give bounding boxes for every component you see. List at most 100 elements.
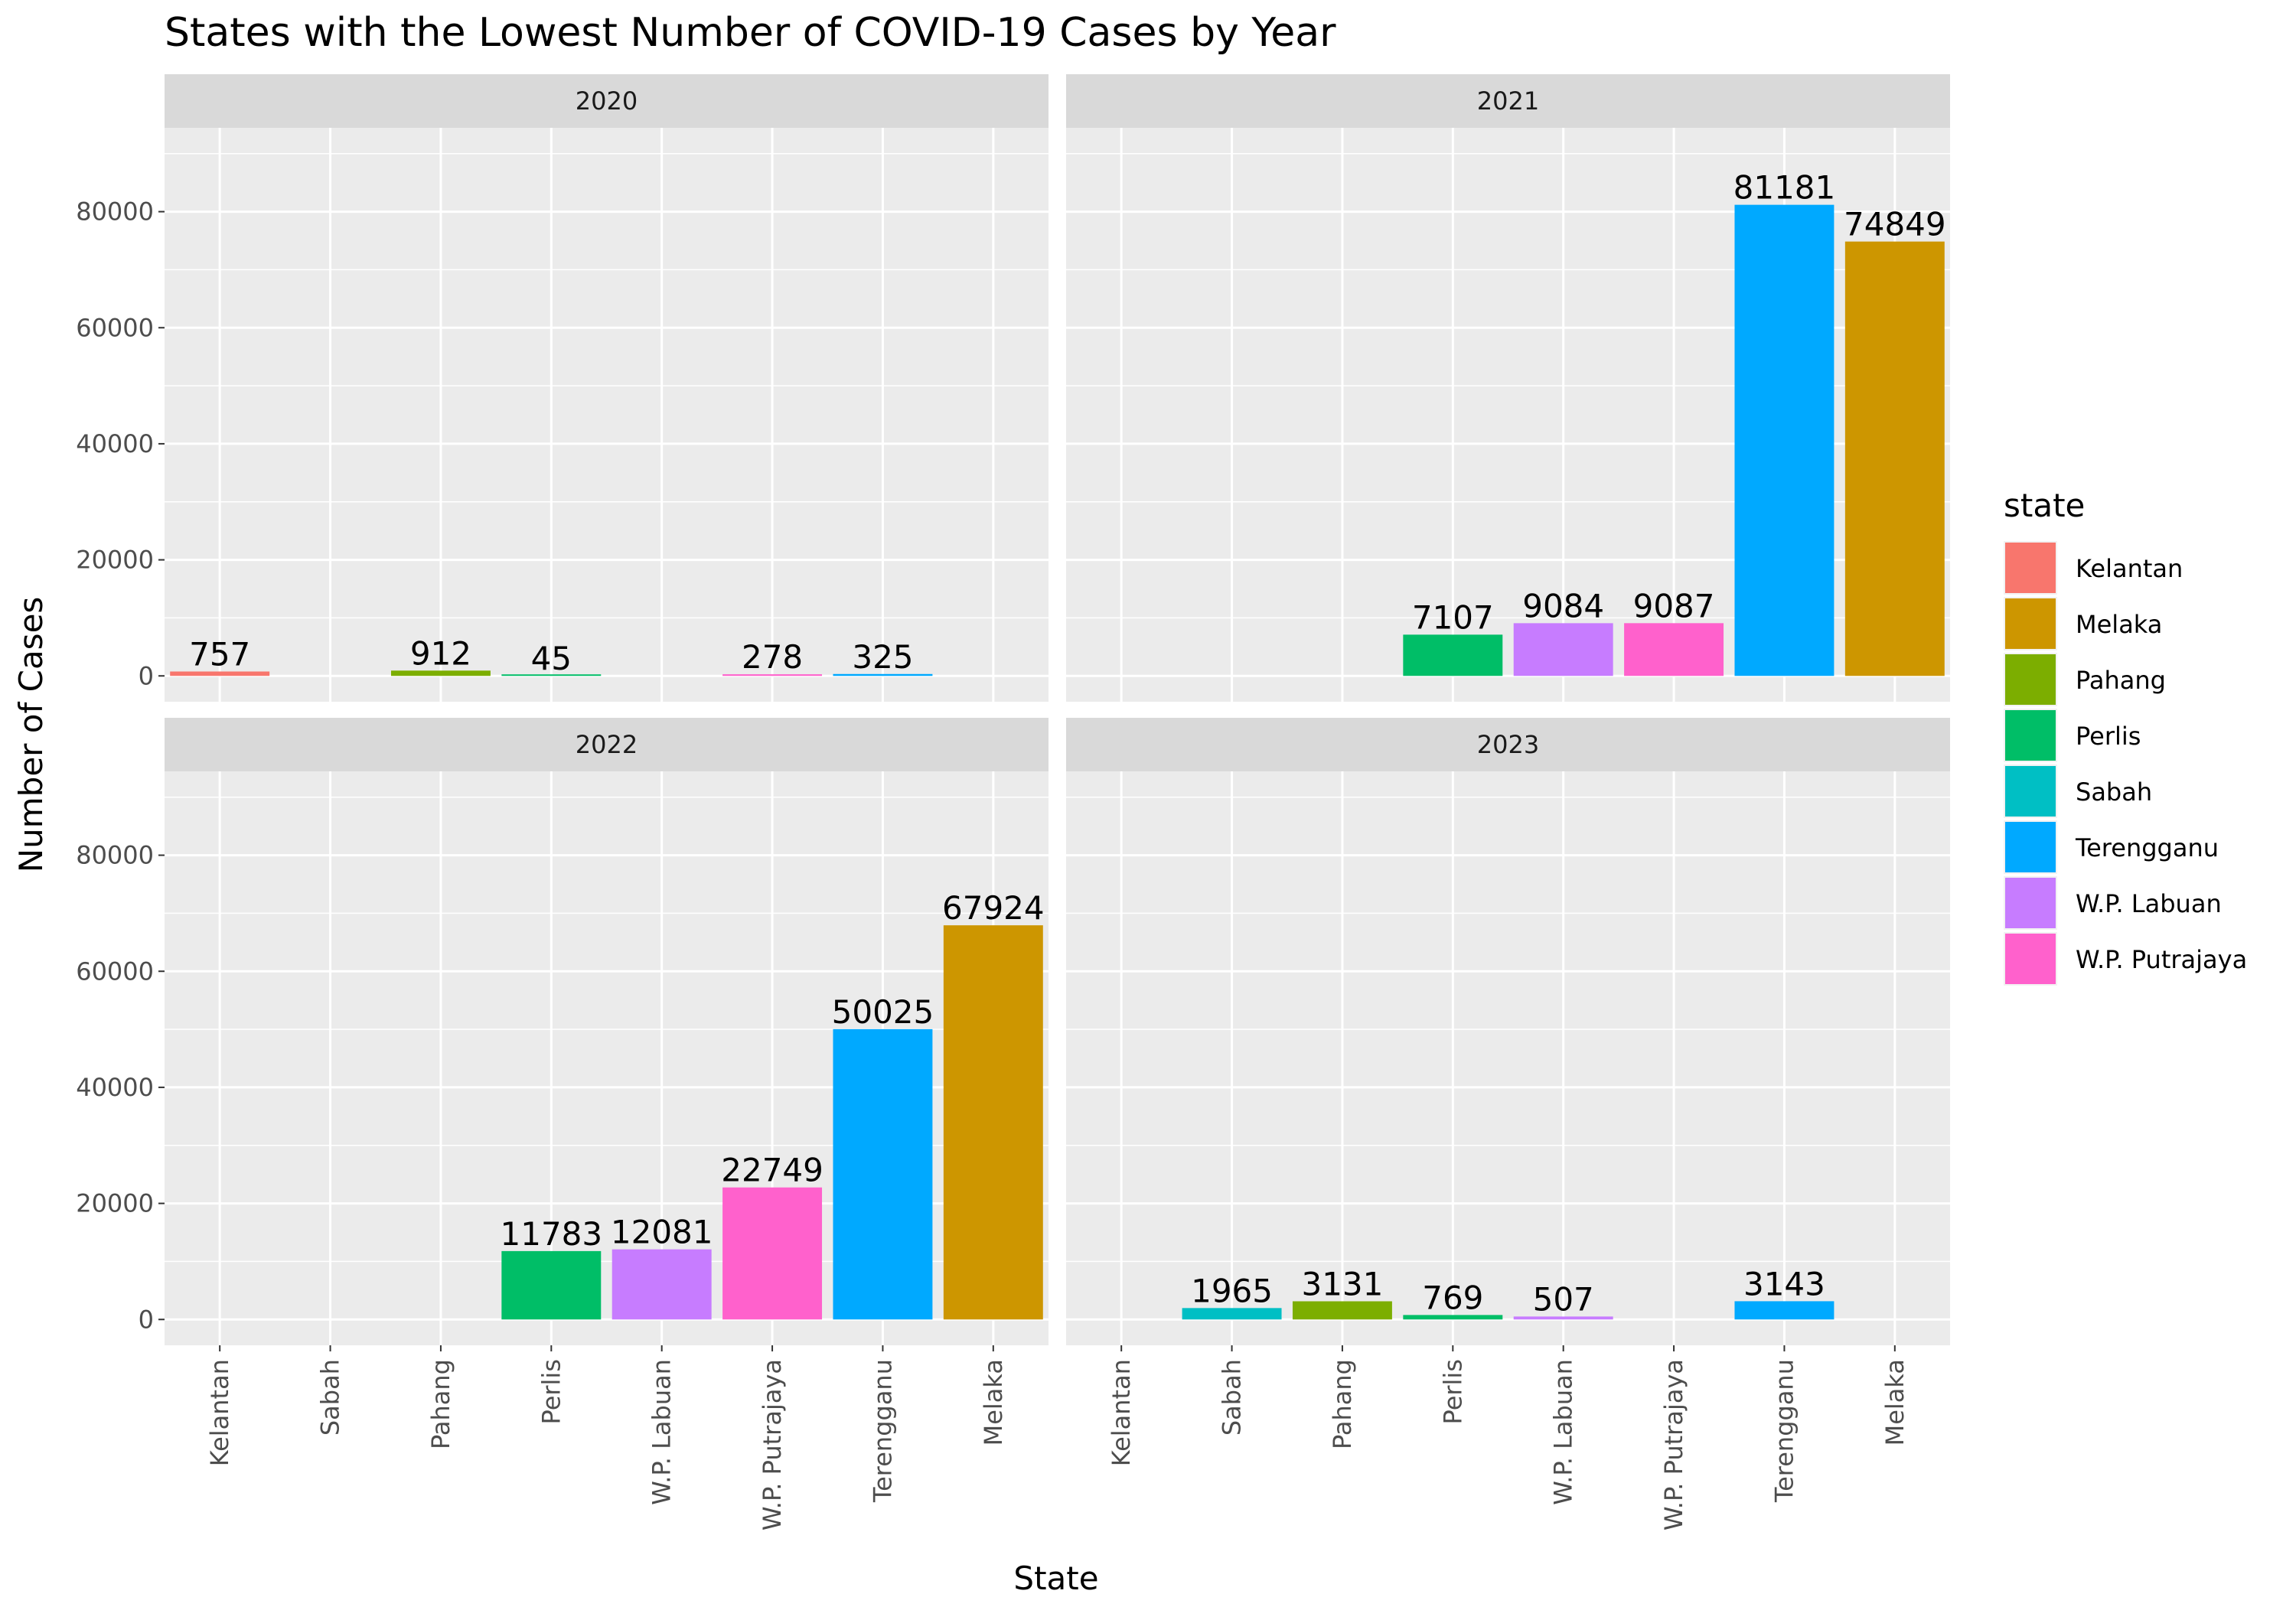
y-tick-label: 20000 <box>76 546 154 575</box>
y-tick-label: 20000 <box>76 1189 154 1218</box>
y-tick-label: 60000 <box>76 957 154 986</box>
bar-terengganu <box>1734 1301 1835 1320</box>
data-label: 278 <box>742 638 803 676</box>
bar-w-p-labuan <box>1513 623 1613 676</box>
data-label: 50025 <box>832 993 934 1031</box>
bar-w-p-labuan <box>612 1249 712 1320</box>
bar-w-p-putrajaya <box>1624 623 1724 676</box>
data-label: 507 <box>1533 1280 1594 1318</box>
bar-kelantan <box>170 671 270 676</box>
bar-terengganu <box>833 1028 933 1320</box>
data-label: 325 <box>852 638 913 676</box>
bar-terengganu <box>1734 204 1835 676</box>
bar-sabah <box>1182 1308 1282 1320</box>
x-tick-label: Sabah <box>1218 1359 1247 1436</box>
legend-label: Kelantan <box>2076 554 2183 583</box>
data-label: 1965 <box>1191 1272 1273 1309</box>
legend-key-swatch <box>2005 822 2056 872</box>
facet-strip-label: 2022 <box>576 730 638 759</box>
legend-key-swatch <box>2005 766 2056 817</box>
bar-pahang <box>1292 1301 1392 1320</box>
data-label: 3131 <box>1301 1266 1383 1303</box>
panel-background <box>165 128 1049 702</box>
x-tick-label: W.P. Putrajaya <box>1659 1359 1688 1530</box>
legend-label: W.P. Putrajaya <box>2076 945 2247 974</box>
data-label: 22749 <box>721 1152 823 1189</box>
legend-title: state <box>2004 487 2085 524</box>
data-label: 12081 <box>611 1214 713 1251</box>
x-tick-label: W.P. Labuan <box>1549 1359 1578 1505</box>
data-label: 45 <box>531 640 572 677</box>
facet-panel-2023: 2023 1965 3131 769 507 3143 Kelantan Sabah Pahan… <box>1066 718 1950 1530</box>
x-tick-label: Terengganu <box>868 1359 897 1503</box>
x-tick-label: Pahang <box>426 1359 455 1449</box>
bar-melaka <box>1844 241 1945 676</box>
bar-w-p-putrajaya <box>722 674 823 676</box>
facet-strip <box>165 718 1049 771</box>
facet-panel-2020: 2020 757 912 45 278 325 0 20000 40000 60000 80000 <box>76 74 1049 702</box>
data-label: 74849 <box>1844 206 1946 243</box>
facet-strip <box>1066 74 1950 128</box>
x-tick-label: W.P. Labuan <box>647 1359 677 1505</box>
facet-strip <box>1066 718 1950 771</box>
data-label: 769 <box>1422 1279 1483 1316</box>
bar-perlis <box>1403 1315 1503 1320</box>
data-label: 912 <box>410 634 471 672</box>
y-tick-label: 80000 <box>76 841 154 870</box>
legend-label: Pahang <box>2076 666 2166 695</box>
y-tick-label: 80000 <box>76 197 154 227</box>
x-tick-label: Melaka <box>1880 1359 1910 1446</box>
bar-perlis <box>1403 634 1503 676</box>
bar-perlis <box>501 674 602 676</box>
x-axis-title: State <box>1013 1560 1098 1597</box>
bar-w-p-putrajaya <box>722 1187 823 1320</box>
bar-w-p-labuan <box>1513 1316 1613 1320</box>
data-label: 81181 <box>1733 169 1836 207</box>
legend-key-swatch <box>2005 710 2056 761</box>
bar-terengganu <box>833 673 933 676</box>
legend-key-swatch <box>2005 654 2056 705</box>
y-tick-label: 0 <box>139 1305 154 1334</box>
x-tick-label: Pahang <box>1328 1359 1357 1449</box>
x-tick-label: Kelantan <box>205 1359 234 1466</box>
chart-title: States with the Lowest Number of COVID-1… <box>165 10 1336 56</box>
facet-strip <box>165 74 1049 128</box>
y-tick-label: 40000 <box>76 1073 154 1102</box>
legend-key-swatch <box>2005 878 2056 928</box>
panel-background <box>1066 771 1950 1345</box>
legend-key-swatch <box>2005 598 2056 649</box>
facet-strip-label: 2020 <box>576 86 638 116</box>
x-tick-label: Melaka <box>979 1359 1008 1446</box>
x-tick-label: Sabah <box>316 1359 345 1436</box>
legend-label: Terengganu <box>2075 833 2219 862</box>
x-tick-label: Kelantan <box>1107 1359 1136 1466</box>
legend-key-swatch <box>2005 934 2056 984</box>
bar-perlis <box>501 1250 602 1320</box>
x-tick-label: Terengganu <box>1769 1359 1799 1503</box>
bar-pahang <box>390 670 491 676</box>
facet-strip-label: 2021 <box>1477 86 1539 116</box>
bar-melaka <box>943 925 1043 1320</box>
legend-label: Melaka <box>2076 610 2162 639</box>
data-label: 9084 <box>1522 587 1604 624</box>
x-tick-label: Perlis <box>1438 1359 1467 1424</box>
data-label: 67924 <box>942 889 1045 927</box>
legend-label: W.P. Labuan <box>2076 889 2222 918</box>
x-tick-label: W.P. Putrajaya <box>758 1359 787 1530</box>
y-axis-title: Number of Cases <box>12 597 50 873</box>
data-label: 757 <box>189 636 250 673</box>
legend-label: Sabah <box>2076 777 2152 807</box>
data-label: 11783 <box>501 1215 603 1253</box>
legend: state Kelantan Melaka Pahang Perlis Sabah Ter… <box>2004 487 2247 986</box>
y-tick-label: 0 <box>139 661 154 690</box>
y-tick-label: 40000 <box>76 429 154 458</box>
data-label: 9087 <box>1633 587 1715 624</box>
data-label: 3143 <box>1743 1265 1825 1302</box>
y-tick-label: 60000 <box>76 313 154 342</box>
legend-label: Perlis <box>2076 722 2141 751</box>
